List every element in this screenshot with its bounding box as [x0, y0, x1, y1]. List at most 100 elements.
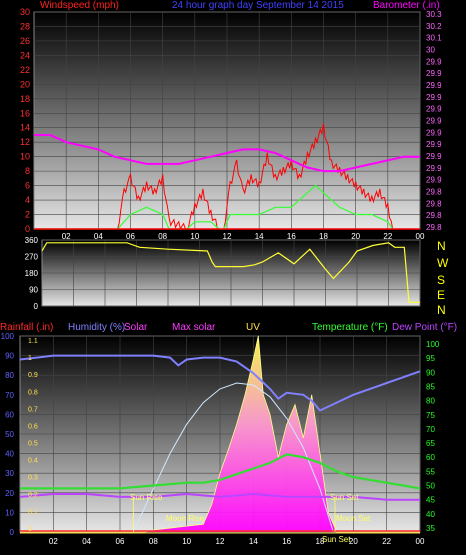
- weather-x-tick-label: 12: [216, 537, 225, 546]
- wind-tick-label: 26: [20, 36, 30, 46]
- barometer-tick-label: 29.9: [426, 140, 442, 149]
- barometer-tick-label: 29.9: [426, 176, 442, 185]
- barometer-axis-title: Barometer (.in): [373, 0, 440, 11]
- wind-tick-label: 24: [20, 50, 30, 60]
- direction-tick-label: 90: [29, 286, 38, 295]
- weather-x-tick-label: 06: [116, 537, 125, 546]
- uv-tick-label: 0.3: [28, 475, 38, 482]
- rainfall-legend: Rainfall (.in): [0, 322, 54, 333]
- wind-tick-label: 6: [25, 181, 30, 191]
- uv-tick-label: 0.7: [28, 406, 38, 413]
- compass-e: E: [437, 288, 446, 302]
- barometer-tick-label: 30: [426, 46, 435, 55]
- barometer-tick-label: 29.8: [426, 211, 442, 220]
- wind-x-tick-label: 10: [190, 232, 199, 241]
- direction-tick-label: 180: [25, 269, 39, 278]
- temperature-tick-label: 60: [426, 453, 435, 462]
- solar-series: [20, 335, 420, 533]
- humidity-tick-label: 100: [1, 332, 15, 341]
- barometer-tick-label: 30.3: [426, 10, 442, 19]
- temperature-tick-label: 70: [426, 425, 435, 434]
- wind-x-tick-label: 06: [126, 232, 135, 241]
- temperature-tick-label: 95: [426, 354, 435, 363]
- uv-tick-label: 1: [28, 355, 32, 362]
- dew-point-legend: Dew Point (°F): [392, 322, 458, 333]
- max-solar-series: [132, 382, 334, 533]
- barometer-tick-label: 29.9: [426, 128, 442, 137]
- temperature-tick-label: 35: [426, 524, 435, 533]
- weather-x-tick-label: 02: [49, 537, 58, 546]
- temperature-tick-label: 40: [426, 510, 435, 519]
- wind-tick-label: 0: [25, 224, 30, 234]
- wind-tick-label: 10: [20, 152, 30, 162]
- wind-tick-label: 12: [20, 137, 30, 147]
- wind-x-tick-label: 22: [383, 232, 392, 241]
- wind-tick-label: 30: [20, 7, 30, 17]
- wind-axis-title: Windspeed (mph): [40, 0, 119, 11]
- uv-tick-label: 0.4: [28, 458, 38, 465]
- compass-n1: N: [437, 239, 446, 253]
- uv-tick-label: 0.8: [28, 389, 38, 396]
- wind-tick-label: 14: [20, 123, 30, 133]
- barometer-tick-label: 29.8: [426, 199, 442, 208]
- humidity-tick-label: 10: [5, 508, 14, 517]
- dew-point-series: [19, 492, 420, 501]
- uv-tick-label: 0: [28, 526, 32, 533]
- barometer-tick-label: 29.8: [426, 188, 442, 197]
- uv-tick-label: 0.1: [28, 509, 38, 516]
- sun-set-label: Sun Set: [330, 493, 359, 502]
- solar-legend: Solar: [124, 322, 148, 333]
- weather-x-tick-label: 00: [416, 537, 425, 546]
- wind-tick-label: 2: [25, 210, 30, 220]
- humidity-tick-label: 60: [5, 410, 14, 419]
- humidity-tick-label: 0: [10, 528, 15, 537]
- temperature-tick-label: 50: [426, 482, 435, 491]
- direction-tick-label: 270: [25, 253, 39, 262]
- average-wind-series: [34, 184, 394, 230]
- wind-tick-label: 28: [20, 21, 30, 31]
- moon-rise-label: Moon Rise: [166, 514, 205, 523]
- wind-x-tick-label: 14: [255, 232, 264, 241]
- humidity-tick-label: 20: [5, 489, 14, 498]
- temperature-tick-label: 75: [426, 411, 435, 420]
- wind-tick-label: 22: [20, 65, 30, 75]
- wind-x-tick-label: 16: [287, 232, 296, 241]
- temperature-tick-label: 55: [426, 467, 435, 476]
- direction-tick-label: 0: [34, 302, 39, 311]
- barometer-tick-label: 29.9: [426, 105, 442, 114]
- humidity-tick-label: 50: [5, 430, 14, 439]
- wind-x-tick-label: 12: [223, 232, 232, 241]
- humidity-tick-label: 70: [5, 391, 14, 400]
- weather-x-tick-label: 18: [316, 537, 325, 546]
- barometer-tick-label: 29.9: [426, 164, 442, 173]
- barometer-tick-label: 29.9: [426, 152, 442, 161]
- wind-direction-series: [41, 242, 420, 303]
- temperature-tick-label: 85: [426, 382, 435, 391]
- wind-x-tick-label: 02: [62, 232, 71, 241]
- compass-n2: N: [437, 303, 446, 317]
- wind-x-tick-label: 20: [351, 232, 360, 241]
- wind-tick-label: 4: [25, 195, 30, 205]
- barometer-tick-label: 29.9: [426, 69, 442, 78]
- uv-tick-label: 0.6: [28, 423, 38, 430]
- barometer-tick-label: 30.2: [426, 22, 442, 31]
- wind-x-tick-label: 04: [94, 232, 103, 241]
- temperature-tick-label: 100: [426, 340, 440, 349]
- direction-tick-label: 360: [25, 236, 39, 245]
- temperature-tick-label: 80: [426, 397, 435, 406]
- temperature-series: [20, 453, 421, 490]
- barometer-tick-label: 29.9: [426, 93, 442, 102]
- barometer-tick-label: 29.9: [426, 81, 442, 90]
- temperature-tick-label: 90: [426, 368, 435, 377]
- humidity-series: [19, 354, 421, 412]
- wind-x-tick-label: 00: [416, 232, 425, 241]
- moon-set-label: Moon Set: [336, 514, 371, 523]
- temperature-tick-label: 45: [426, 496, 435, 505]
- sun-rise-label: Sun Rise: [130, 493, 163, 502]
- uv-tick-label: 1.1: [28, 338, 38, 345]
- solar-area: [20, 336, 420, 532]
- compass-s: S: [437, 273, 446, 287]
- weather-x-tick-label: 14: [249, 537, 258, 546]
- barometer-series: [34, 134, 420, 173]
